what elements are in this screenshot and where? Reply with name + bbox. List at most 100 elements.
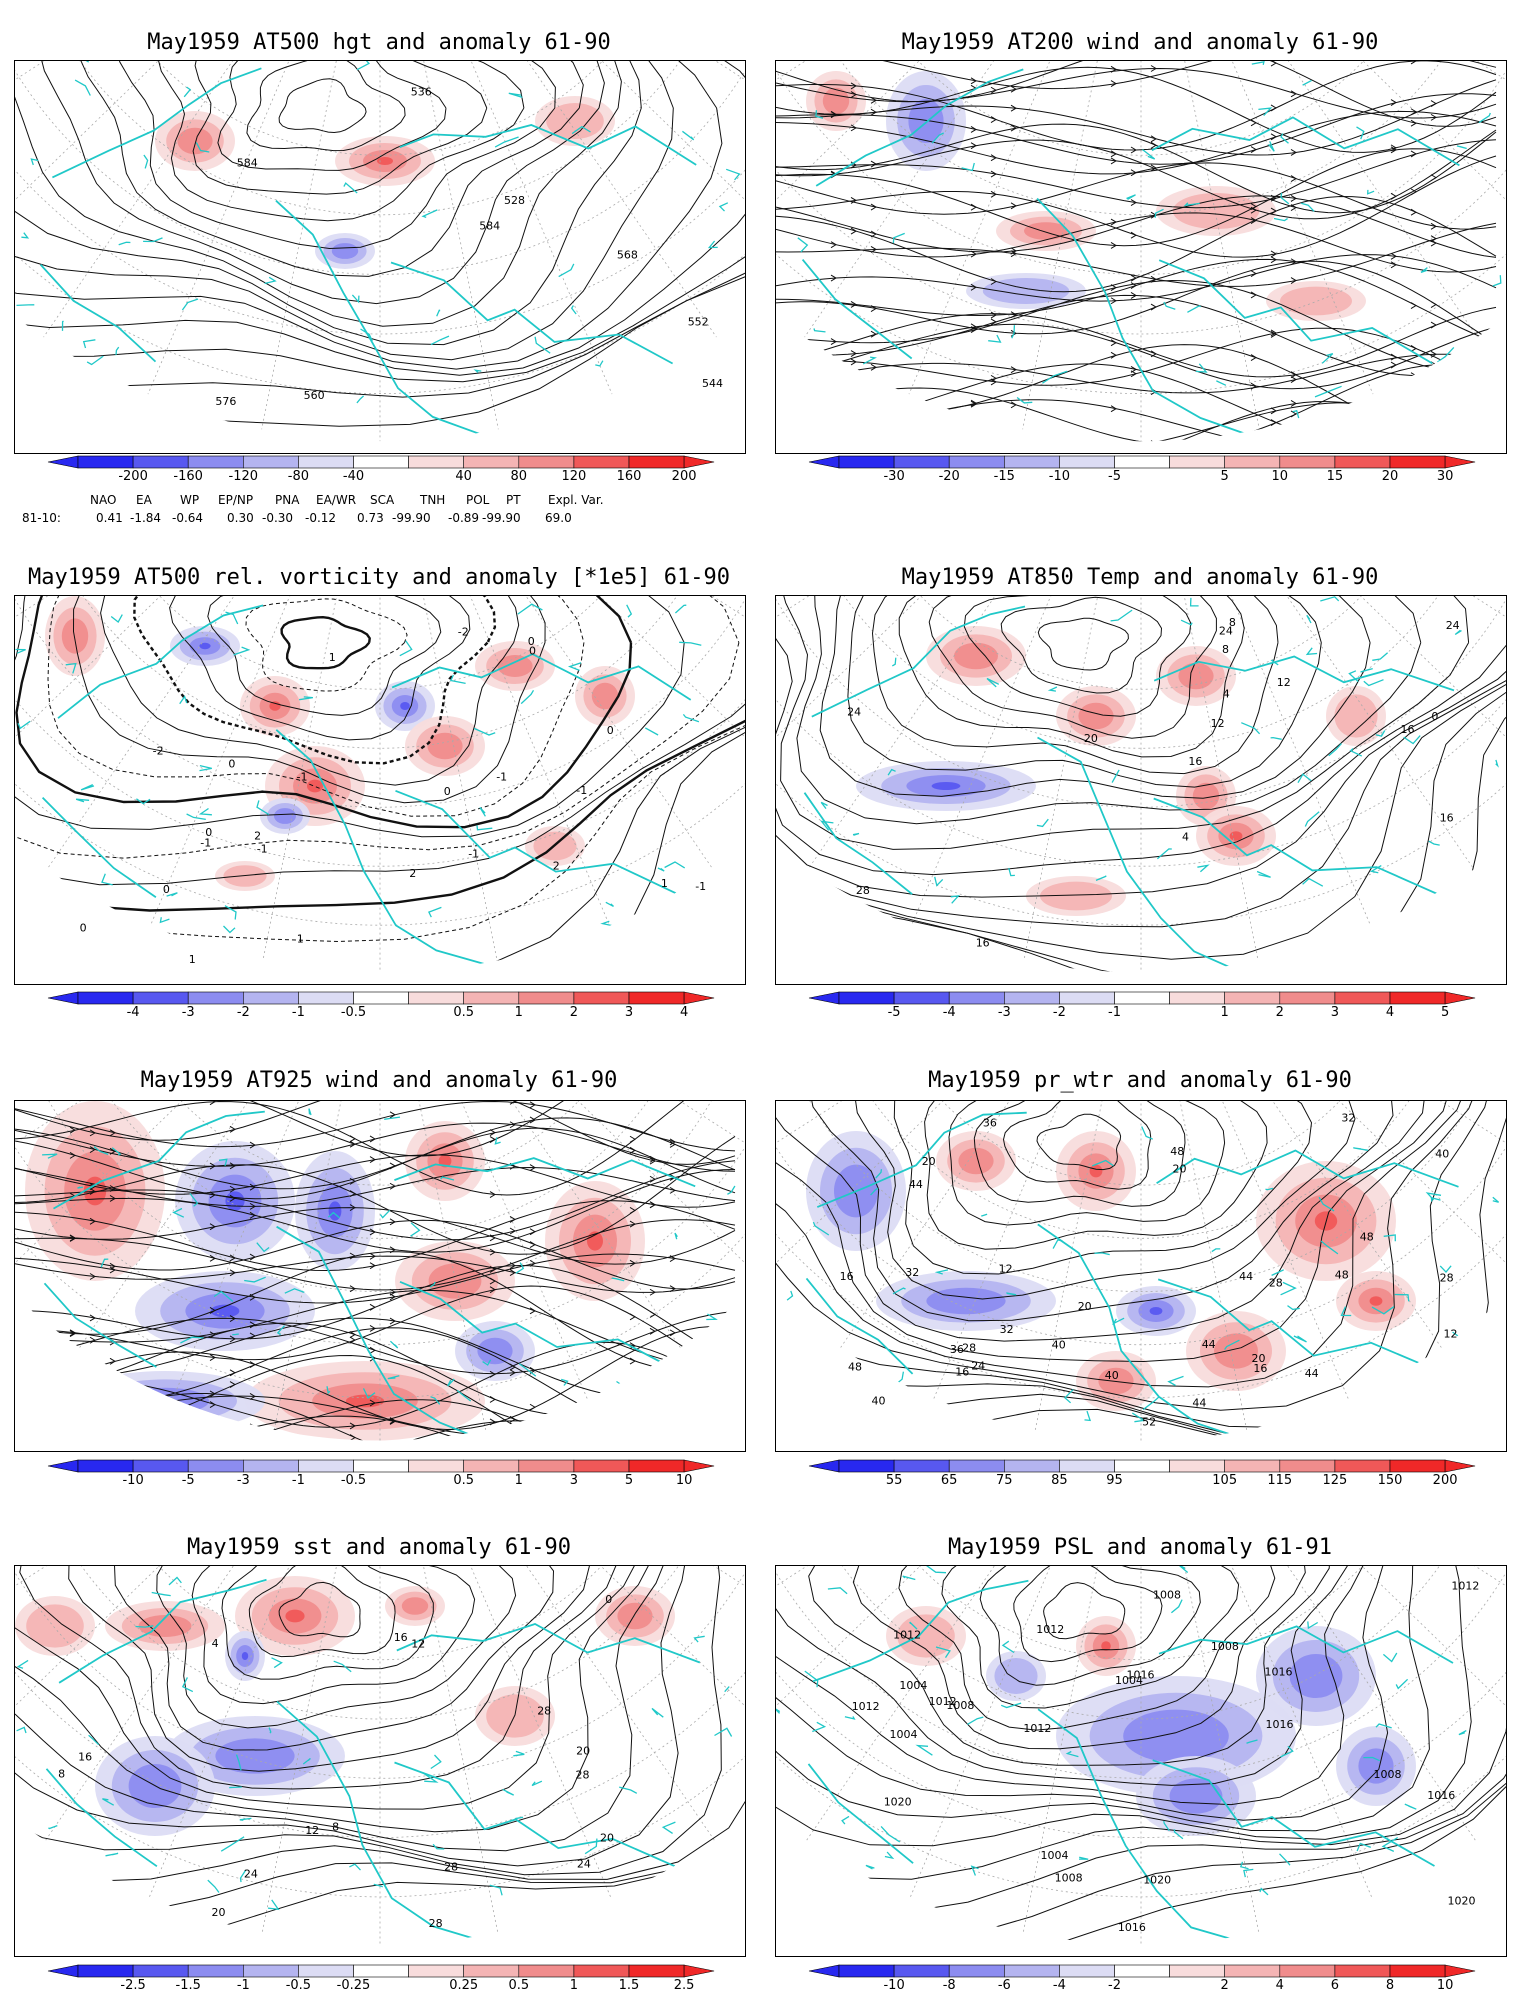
contour-label: 16 <box>1401 723 1415 736</box>
border-line <box>1016 396 1033 404</box>
contour-label: 1020 <box>1448 1894 1476 1907</box>
meridian-line <box>1140 61 1478 338</box>
colorbar-segment <box>1279 1964 1336 1978</box>
contour-line <box>1013 1566 1163 1663</box>
border-line <box>1437 346 1455 363</box>
map-plot <box>15 1101 745 1441</box>
meridian-line <box>1140 1566 1373 1898</box>
streamline <box>15 1251 736 1371</box>
streamline-arrow <box>389 1218 396 1226</box>
contour-line <box>245 598 408 692</box>
border-line <box>271 1657 283 1669</box>
border-line <box>1065 1750 1079 1758</box>
streamline-arrow <box>1270 407 1277 415</box>
colorbar: -10 -8 -6 -4 -2 2 4 6 8 10 <box>808 1964 1476 1999</box>
streamline-arrow <box>990 318 997 326</box>
map-panel-8: May1959 PSL and anomaly 61-91 1012 1016 102… <box>775 1535 1507 2005</box>
border-line <box>1173 1829 1184 1840</box>
streamline-arrow <box>529 1241 536 1249</box>
border-line <box>1270 736 1282 740</box>
streamline-arrow <box>970 77 977 85</box>
map-panel-2: May1959 AT200 wind and anomaly 61-90 -30-… <box>775 30 1507 496</box>
coastline <box>394 1761 676 1868</box>
streamline-arrow <box>990 154 997 162</box>
coastline <box>41 796 157 899</box>
meridian-line <box>262 596 381 961</box>
colorbar-tick-label: -8 <box>942 1978 956 1993</box>
contour-label: 24 <box>1446 619 1460 632</box>
border-line <box>707 240 718 249</box>
border-line <box>584 1838 598 1855</box>
colorbar-segment <box>463 991 520 1005</box>
streamline <box>15 1101 736 1157</box>
meridian-line <box>46 596 381 870</box>
contour-line <box>100 596 520 786</box>
border-line <box>432 1843 445 1850</box>
border-line <box>967 1716 984 1725</box>
streamline <box>15 1219 736 1290</box>
meridian-line <box>840 1101 1142 1348</box>
border-line <box>674 604 687 614</box>
streamline-arrow <box>1290 277 1297 284</box>
border-line <box>1381 1836 1399 1852</box>
streamline-arrow <box>990 311 997 319</box>
colorbar-segment <box>1114 1459 1170 1473</box>
positive-anomaly-shade <box>1334 694 1378 738</box>
border-line <box>970 1865 979 1876</box>
contour-line <box>15 1566 641 1810</box>
streamline-arrow <box>209 1307 216 1314</box>
teleconnection-value: -99.90 <box>482 511 521 525</box>
colorbar-segment <box>353 455 409 469</box>
colorbar-segment <box>628 455 685 469</box>
streamline-arrow <box>209 1101 216 1106</box>
border-line <box>520 689 535 705</box>
border-line <box>1328 743 1342 757</box>
border-line <box>626 1894 653 1901</box>
streamline-arrow <box>870 305 877 312</box>
meridian-line <box>804 61 1142 338</box>
streamline <box>776 148 1497 247</box>
border-line <box>1154 208 1164 218</box>
colorbar-segment <box>573 991 630 1005</box>
contour-line <box>796 596 1422 825</box>
meridian-line <box>1140 1101 1349 1399</box>
meridian-line <box>909 1566 1142 1898</box>
border-line <box>77 1186 84 1189</box>
streamline <box>776 353 1497 394</box>
streamline-arrow <box>229 1254 236 1262</box>
border-line <box>1301 202 1315 212</box>
border-line <box>421 209 438 219</box>
colorbar-tick-label: 75 <box>996 1473 1013 1488</box>
streamline-arrow <box>850 227 857 235</box>
streamline-arrow <box>1150 141 1157 149</box>
streamline-arrow <box>109 1408 116 1416</box>
streamline-arrow <box>1410 208 1417 216</box>
border-line <box>61 320 64 331</box>
colorbar-segment <box>1224 1964 1281 1978</box>
colorbar-tick-label: -0.5 <box>285 1978 312 1993</box>
coastline <box>39 263 157 363</box>
colorbar-segment <box>518 1964 575 1978</box>
streamline-arrow <box>1250 217 1257 224</box>
border-line <box>706 1313 719 1321</box>
border-line <box>447 1378 455 1387</box>
contour-line <box>68 1566 591 1772</box>
colorbar-segment <box>187 455 244 469</box>
streamline-arrow <box>870 440 877 442</box>
contour-label: 16 <box>394 1631 408 1644</box>
latitude-circle <box>776 1101 1506 1292</box>
border-line <box>1183 202 1200 207</box>
streamline-arrow <box>990 190 997 198</box>
border-line <box>410 1222 421 1237</box>
streamline-arrow <box>69 1329 76 1337</box>
positive-anomaly-shade <box>61 618 89 654</box>
contour-label: 44 <box>1305 1367 1319 1380</box>
contour-label: 544 <box>702 377 723 390</box>
border-line <box>935 1646 951 1658</box>
border-line <box>1006 1292 1017 1296</box>
meridian-line <box>149 596 381 926</box>
border-line <box>852 832 860 836</box>
streamline-arrow <box>509 1121 516 1129</box>
contour-line <box>15 1566 671 1852</box>
